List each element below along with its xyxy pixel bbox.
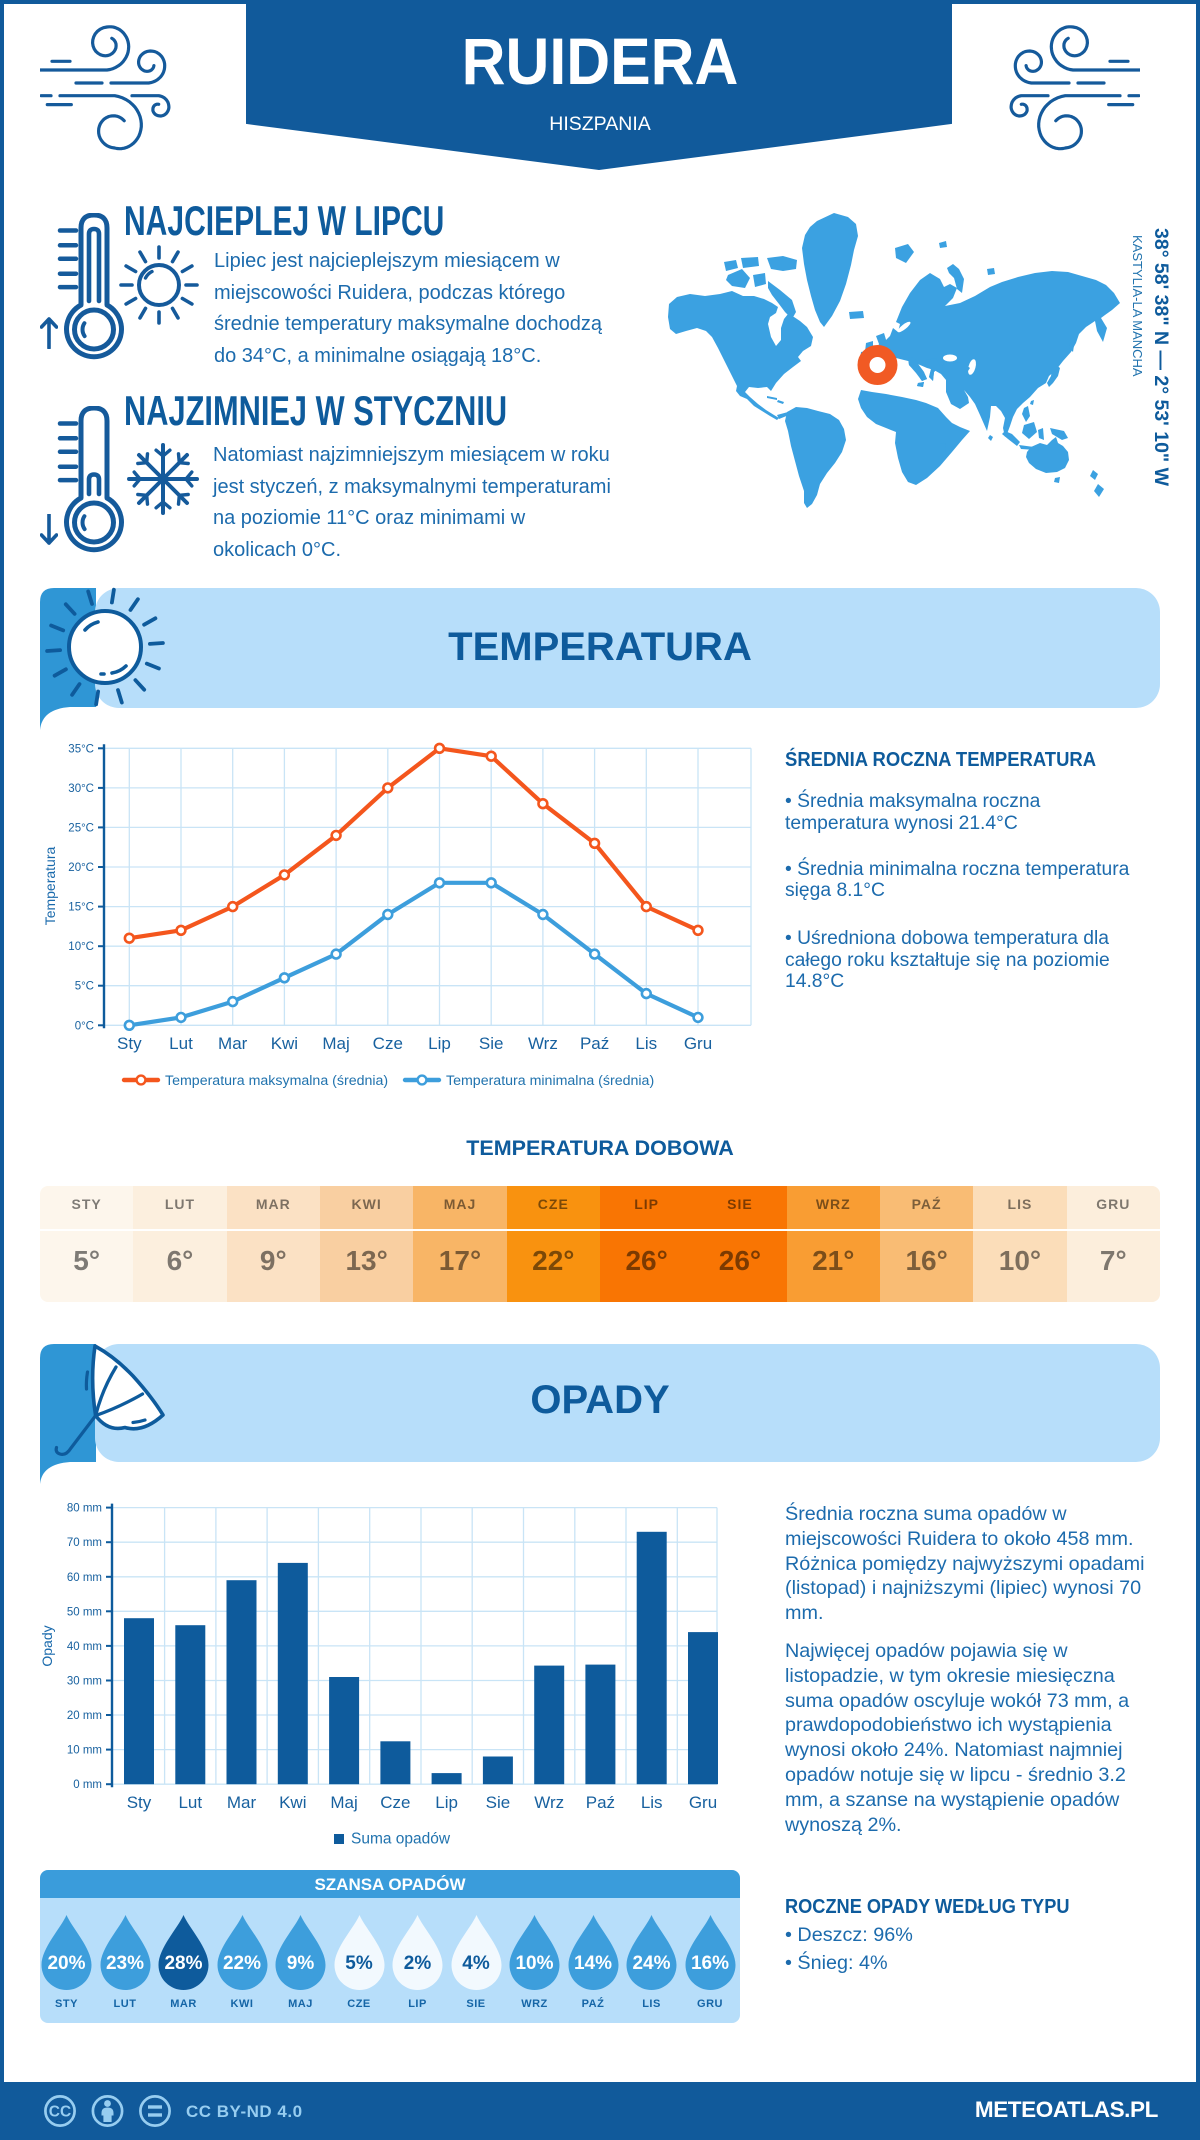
svg-text:Sie: Sie — [486, 1793, 511, 1812]
svg-text:Sty: Sty — [117, 1034, 142, 1053]
svg-text:20°C: 20°C — [68, 862, 94, 874]
svg-text:Temperatura maksymalna (średni: Temperatura maksymalna (średnia) — [165, 1073, 388, 1089]
svg-text:30°C: 30°C — [68, 783, 94, 795]
svg-text:35°C: 35°C — [68, 743, 94, 755]
svg-text:Gru: Gru — [684, 1034, 712, 1053]
svg-text:50 mm: 50 mm — [67, 1606, 102, 1618]
svg-text:Opady: Opady — [40, 1625, 55, 1666]
svg-text:Sie: Sie — [479, 1034, 504, 1053]
svg-text:10°C: 10°C — [68, 941, 94, 953]
svg-text:30 mm: 30 mm — [67, 1676, 102, 1688]
svg-text:Gru: Gru — [689, 1793, 717, 1812]
svg-text:Paź: Paź — [586, 1793, 615, 1812]
svg-text:Cze: Cze — [373, 1034, 403, 1053]
svg-text:Kwi: Kwi — [279, 1793, 306, 1812]
svg-text:Lut: Lut — [178, 1793, 202, 1812]
svg-text:80 mm: 80 mm — [67, 1503, 102, 1515]
svg-text:Kwi: Kwi — [271, 1034, 298, 1053]
svg-text:Wrz: Wrz — [528, 1034, 558, 1053]
svg-text:5°C: 5°C — [75, 981, 94, 993]
svg-text:Lip: Lip — [428, 1034, 451, 1053]
svg-text:Temperatura minimalna (średnia: Temperatura minimalna (średnia) — [446, 1073, 654, 1089]
svg-text:15°C: 15°C — [68, 902, 94, 914]
svg-text:Sty: Sty — [127, 1793, 152, 1812]
svg-text:0°C: 0°C — [75, 1020, 94, 1032]
svg-text:Mar: Mar — [227, 1793, 257, 1812]
svg-text:70 mm: 70 mm — [67, 1537, 102, 1549]
svg-text:Wrz: Wrz — [534, 1793, 564, 1812]
svg-text:Lip: Lip — [435, 1793, 458, 1812]
svg-text:25°C: 25°C — [68, 822, 94, 834]
svg-text:10 mm: 10 mm — [67, 1745, 102, 1757]
svg-text:Maj: Maj — [330, 1793, 357, 1812]
svg-text:Paź: Paź — [580, 1034, 609, 1053]
svg-text:40 mm: 40 mm — [67, 1641, 102, 1653]
svg-text:Cze: Cze — [380, 1793, 410, 1812]
svg-text:Lut: Lut — [169, 1034, 193, 1053]
svg-text:Temperatura: Temperatura — [42, 846, 58, 925]
svg-text:0 mm: 0 mm — [73, 1779, 102, 1791]
svg-text:Lis: Lis — [635, 1034, 657, 1053]
svg-text:CC: CC — [49, 2104, 71, 2121]
svg-text:Maj: Maj — [322, 1034, 349, 1053]
svg-text:Suma opadów: Suma opadów — [351, 1831, 451, 1848]
svg-text:60 mm: 60 mm — [67, 1572, 102, 1584]
svg-text:Mar: Mar — [218, 1034, 248, 1053]
svg-text:Lis: Lis — [641, 1793, 663, 1812]
svg-text:20 mm: 20 mm — [67, 1710, 102, 1722]
